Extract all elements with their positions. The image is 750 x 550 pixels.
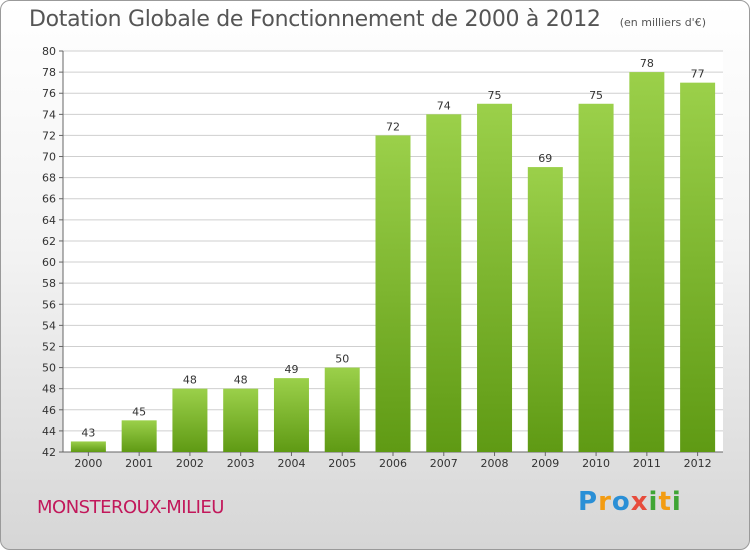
- y-tick-label: 48: [42, 383, 56, 396]
- y-tick-label: 80: [42, 45, 56, 58]
- y-tick-label: 64: [42, 214, 56, 227]
- logo-letter: o: [611, 487, 631, 517]
- y-tick-label: 60: [42, 256, 56, 269]
- chart-title: Dotation Globale de Fonctionnement de 20…: [29, 7, 601, 32]
- bar-2011: [629, 72, 665, 453]
- bar-2009: [527, 167, 563, 452]
- y-tick-label: 70: [42, 151, 56, 164]
- bar-2008: [477, 103, 513, 453]
- logo-letter: i: [671, 487, 682, 517]
- x-tick-label-2008: 2008: [481, 457, 509, 470]
- data-label-2003: 48: [234, 374, 248, 387]
- y-tick-label: 66: [42, 193, 56, 206]
- title-row: Dotation Globale de Fonctionnement de 20…: [29, 7, 706, 32]
- commune-name: MONSTEROUX-MILIEU: [37, 497, 224, 518]
- data-label-2007: 74: [437, 99, 451, 112]
- bar-2004: [273, 378, 309, 452]
- y-tick-label: 68: [42, 172, 56, 185]
- bar-2007: [426, 114, 462, 452]
- data-label-2000: 43: [81, 426, 95, 439]
- data-label-2006: 72: [386, 120, 400, 133]
- data-label-2002: 48: [183, 374, 197, 387]
- y-tick-label: 54: [42, 319, 56, 332]
- proxiti-logo: Proxiti: [578, 487, 682, 517]
- x-tick-label-2006: 2006: [379, 457, 407, 470]
- logo-letter: x: [630, 487, 649, 517]
- bar-2012: [680, 82, 716, 452]
- x-tick-label-2002: 2002: [176, 457, 204, 470]
- y-tick-label: 62: [42, 235, 56, 248]
- data-label-2009: 69: [538, 152, 552, 165]
- y-tick-label: 72: [42, 129, 56, 142]
- x-tick-label-2009: 2009: [531, 457, 559, 470]
- bar-2003: [223, 388, 259, 452]
- bar-2006: [375, 135, 411, 452]
- data-label-2010: 75: [589, 89, 603, 102]
- x-tick-label-2001: 2001: [125, 457, 153, 470]
- chart-subtitle: (en milliers d'€): [619, 16, 706, 29]
- x-tick-label-2012: 2012: [684, 457, 712, 470]
- y-tick-label: 42: [42, 446, 56, 459]
- bar-2000: [70, 441, 106, 452]
- y-tick-label: 76: [42, 87, 56, 100]
- y-tick-label: 44: [42, 425, 56, 438]
- data-label-2001: 45: [132, 405, 146, 418]
- data-label-2008: 75: [488, 89, 502, 102]
- y-tick-label: 52: [42, 340, 56, 353]
- data-label-2011: 78: [640, 57, 654, 70]
- x-tick-label-2010: 2010: [582, 457, 610, 470]
- logo-letter: r: [598, 487, 612, 517]
- x-tick-label-2000: 2000: [74, 457, 102, 470]
- y-tick-label: 74: [42, 108, 56, 121]
- y-tick-label: 46: [42, 404, 56, 417]
- y-tick-label: 56: [42, 298, 56, 311]
- y-tick-label: 78: [42, 66, 56, 79]
- x-tick-label-2003: 2003: [227, 457, 255, 470]
- y-tick-label: 50: [42, 362, 56, 375]
- bar-2001: [121, 420, 157, 452]
- x-tick-label-2005: 2005: [328, 457, 356, 470]
- x-tick-label-2007: 2007: [430, 457, 458, 470]
- y-tick-label: 58: [42, 277, 56, 290]
- logo-letter: t: [658, 487, 672, 517]
- bar-2005: [324, 367, 360, 452]
- bar-2002: [172, 388, 208, 452]
- data-label-2012: 77: [691, 68, 705, 81]
- bar-2010: [578, 103, 614, 453]
- logo-letter: i: [648, 487, 659, 517]
- data-label-2004: 49: [284, 363, 298, 376]
- x-tick-label-2011: 2011: [633, 457, 661, 470]
- logo-letter: P: [578, 487, 599, 517]
- data-label-2005: 50: [335, 353, 349, 366]
- x-tick-label-2004: 2004: [277, 457, 305, 470]
